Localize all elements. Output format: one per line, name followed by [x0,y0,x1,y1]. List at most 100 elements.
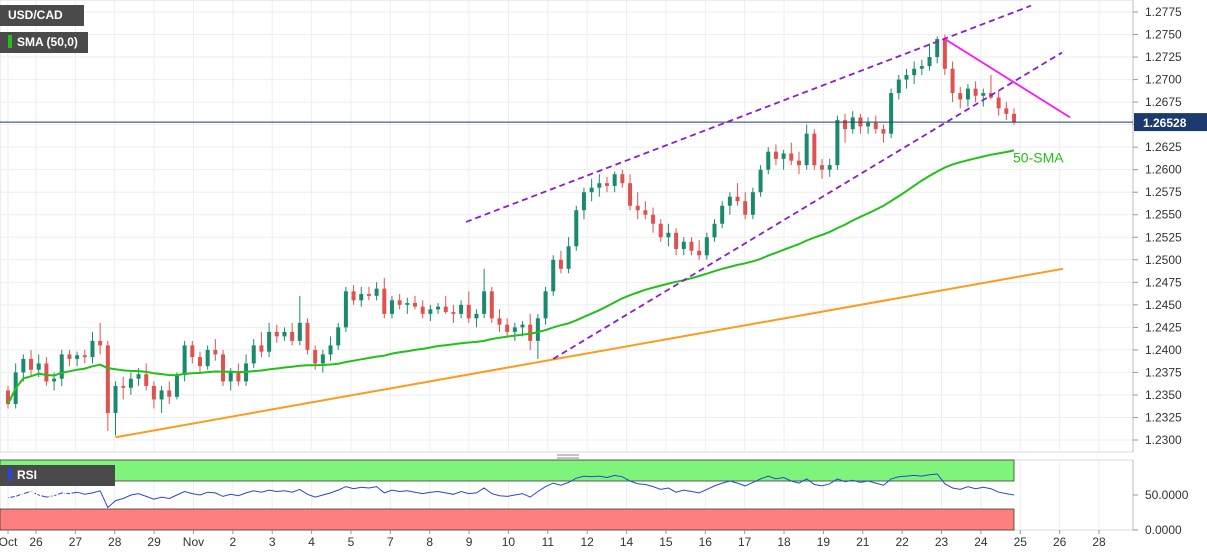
channel-upper-line [465,4,1032,223]
candle-body [804,133,809,166]
candle-body [919,66,924,69]
divider[interactable] [557,454,579,459]
x-tick-label: 14 [620,535,634,549]
candle-body [973,88,978,96]
candle-body [328,345,333,355]
price-y-axis: 1.27751.27501.27251.27001.26751.26501.26… [1132,0,1182,452]
x-tick-label: 24 [974,535,988,549]
rsi-y-tick-label: 50.0000 [1145,488,1189,502]
price-y-tick-label: 1.2575 [1145,185,1182,199]
candle-body [174,375,179,397]
price-y-tick-label: 1.2425 [1145,320,1182,334]
candle-body [105,345,110,413]
rsi-oversold-zone [0,508,1015,531]
candle-body [236,372,241,382]
candle-body [151,385,156,400]
x-tick-label: 28 [108,535,122,549]
candle-body [451,312,456,314]
candle-body [366,294,371,296]
candles [6,34,1016,436]
x-tick-label: Nov [183,535,204,549]
candle-body [90,340,95,358]
candle-body [1012,113,1016,122]
candle-body [197,357,202,367]
candle-body [221,354,226,382]
candle-body [935,39,940,58]
candle-body [374,288,379,296]
sma-legend-label: SMA (50,0) [17,35,78,49]
candle-body [574,210,579,247]
candle-body [389,300,394,314]
price-tag-label: 1.26528 [1143,116,1187,130]
price-y-tick-label: 1.2750 [1145,28,1182,42]
candle-body [443,306,448,313]
candle-body [820,165,825,170]
x-tick-label: 29 [147,535,161,549]
candle-body [558,259,563,269]
candle-body [551,259,556,292]
candle-body [413,303,418,307]
candle-body [213,349,218,355]
candle-body [674,232,679,249]
candle-body [320,354,325,364]
price-y-tick-label: 1.2475 [1145,275,1182,289]
candle-body [912,68,917,76]
price-y-tick-label: 1.2700 [1145,73,1182,87]
x-tick-label: 3 [269,535,276,549]
candle-body [144,374,149,386]
candle-body [44,363,49,382]
candle-body [896,79,901,94]
price-y-tick-label: 1.2450 [1145,298,1182,312]
x-tick-label: 25 [1014,535,1028,549]
sma-legend-tag: SMA (50,0) [0,32,88,53]
overlays: 50-SMA 1.26528 [0,4,1207,439]
price-y-tick-label: 1.2775 [1145,5,1182,19]
x-tick-label: 7 [387,535,394,549]
candle-body [228,372,233,382]
candle-body [981,93,986,96]
x-tick-label: 2 [230,535,237,549]
candle-body [21,358,26,373]
candle-body [581,192,586,211]
candle-body [98,340,103,346]
rsi-swatch [8,468,12,481]
candle-body [835,120,840,166]
candle-body [382,288,387,314]
candle-body [36,363,41,370]
x-tick-label: 11 [542,535,555,549]
price-y-tick-label: 1.2325 [1145,410,1182,424]
candle-body [812,133,817,166]
rsi-y-tick-label: 0.0000 [1145,523,1182,537]
price-y-tick-label: 1.2675 [1145,95,1182,109]
candle-body [167,390,172,397]
x-tick-label: 8 [426,535,433,549]
rsi-y-axis: 50.0000 0.0000 [1132,460,1189,537]
candle-body [290,331,295,341]
candle-body [566,246,571,269]
candle-body [259,345,264,352]
sma-swatch [8,35,12,48]
support-trendline [115,267,1064,439]
x-tick-label: 16 [699,535,713,549]
candle-body [666,232,671,238]
candle-body [159,390,164,400]
candle-body [604,183,609,186]
candle-body [466,304,471,319]
candle-body [735,196,740,202]
candle-body [82,355,87,358]
candle-body [297,322,302,341]
candle-body [697,250,702,256]
x-tick-label: 4 [308,535,315,549]
candle-body [512,327,517,332]
candle-body [927,57,932,67]
candle-body [635,205,640,211]
candle-body [766,151,771,170]
candle-body [704,237,709,256]
candle-body [1004,108,1009,114]
candle-body [274,331,279,337]
candle-body [904,75,909,80]
resistance-line [944,38,1071,119]
x-tick-label: 9 [466,535,473,549]
x-tick-label: 26 [29,535,43,549]
